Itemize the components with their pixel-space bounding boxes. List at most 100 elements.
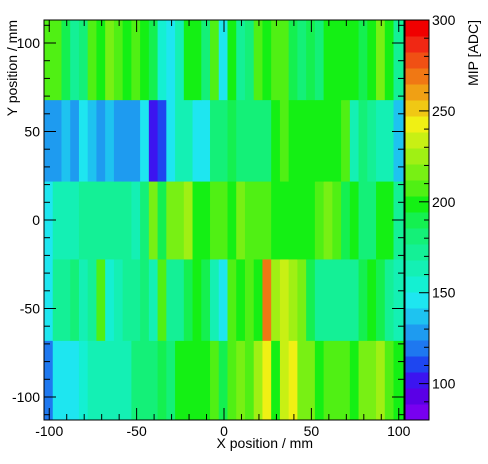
z-tick-label: 200	[432, 194, 456, 210]
heatmap-cell	[44, 20, 54, 101]
color-scale-step	[405, 340, 429, 357]
heatmap-cell	[140, 340, 150, 421]
color-scale-bar	[405, 20, 429, 421]
heatmap-cell	[122, 181, 132, 260]
heatmap-cell	[113, 340, 124, 421]
heatmap-cell	[236, 181, 246, 260]
heatmap-cell	[236, 340, 246, 421]
heatmap-cell	[131, 181, 141, 260]
heatmap-cell	[297, 258, 307, 341]
heatmap-cell	[384, 20, 395, 101]
heatmap-cell	[113, 181, 124, 260]
x-axis: -100 -50 0 50 100	[35, 20, 411, 439]
color-scale-step	[405, 212, 429, 229]
y-axis: -100 -50 0 50 100	[12, 24, 404, 416]
heatmap-cell	[166, 258, 176, 341]
heatmap-cell	[332, 99, 342, 182]
color-scale-step	[405, 164, 429, 181]
heatmap-cell	[271, 340, 281, 421]
y-tick-label: -100	[12, 389, 40, 405]
heatmap-cell	[175, 99, 185, 182]
heatmap-cell	[192, 181, 202, 260]
heatmap-cell	[61, 181, 71, 260]
heatmap-cell	[148, 340, 159, 421]
heatmap-cell	[376, 258, 386, 341]
heatmap-cell	[323, 258, 333, 341]
heatmap-cell	[105, 20, 115, 101]
heatmap-cell	[262, 99, 272, 182]
heatmap-cell	[253, 181, 263, 260]
heatmap-cell	[367, 20, 377, 101]
heatmap-cell	[271, 20, 281, 101]
heatmap-cell	[376, 20, 386, 101]
heatmap-cell	[52, 258, 62, 341]
heatmap-cell	[358, 20, 368, 101]
y-tick-label: 100	[17, 35, 41, 51]
heatmap-cell	[288, 99, 298, 182]
heatmap-cell	[279, 20, 290, 101]
heatmap-cell	[393, 20, 405, 101]
heatmap-cell	[367, 258, 377, 341]
heatmap-cell	[314, 258, 325, 341]
heatmap-cell	[218, 20, 228, 101]
heatmap-cell	[122, 99, 132, 182]
heatmap-cell	[52, 20, 62, 101]
heatmap-cell	[393, 99, 405, 182]
heatmap-cell	[262, 181, 272, 260]
x-tick-label: -50	[127, 423, 147, 439]
heatmap-cell	[96, 181, 106, 260]
heatmap-cell	[201, 20, 211, 101]
heatmap-cell	[183, 258, 194, 341]
heatmap-cell	[210, 340, 220, 421]
z-axis: 100 150 200 250 300	[419, 12, 456, 421]
y-axis-title: Y position / mm	[4, 20, 20, 116]
heatmap-cell	[253, 99, 263, 182]
color-scale-step	[405, 260, 429, 277]
heatmap-cell	[227, 20, 237, 101]
heatmap-cells	[44, 20, 405, 421]
color-scale-step	[405, 84, 429, 101]
heatmap-cell	[166, 99, 176, 182]
heatmap-cell	[201, 258, 211, 341]
heatmap-cell	[140, 20, 150, 101]
color-scale-step	[405, 100, 429, 117]
heatmap-cell	[52, 181, 62, 260]
heatmap-cell	[271, 258, 281, 341]
z-axis-title: MIP [ADC]	[465, 20, 481, 86]
heatmap-cell	[78, 20, 89, 101]
heatmap-cell	[52, 99, 62, 182]
heatmap-cell	[105, 258, 115, 341]
heatmap-cell	[201, 181, 211, 260]
heatmap-cell	[210, 20, 220, 101]
heatmap-cell	[183, 99, 194, 182]
heatmap-cell	[332, 258, 342, 341]
heatmap-cell	[218, 258, 228, 341]
heatmap-cell	[96, 258, 106, 341]
heatmap-cell	[122, 340, 132, 421]
heatmap-cell	[288, 340, 298, 421]
heatmap-cell	[105, 340, 115, 421]
heatmap-cell	[61, 258, 71, 341]
heatmap-cell	[78, 99, 89, 182]
heatmap-cell	[244, 340, 255, 421]
heatmap-cell	[210, 99, 220, 182]
x-axis-title: X position / mm	[217, 435, 313, 451]
heatmap-cell	[192, 340, 202, 421]
heatmap-cell	[218, 340, 228, 421]
heatmap-cell	[201, 99, 211, 182]
y-tick-label: -50	[20, 300, 40, 316]
heatmap-cell	[332, 340, 342, 421]
heatmap-cell	[78, 258, 89, 341]
heatmap-cell	[227, 99, 237, 182]
heatmap-cell	[122, 20, 132, 101]
heatmap-cell	[70, 181, 80, 260]
heatmap-cell	[314, 340, 325, 421]
heatmap-cell	[279, 99, 290, 182]
heatmap-cell	[61, 20, 71, 101]
heatmap-cell	[210, 181, 220, 260]
color-scale-step	[405, 132, 429, 149]
heatmap-cell	[341, 181, 351, 260]
color-scale-step	[405, 116, 429, 133]
heatmap-cell	[332, 181, 342, 260]
heatmap-cell	[288, 258, 298, 341]
